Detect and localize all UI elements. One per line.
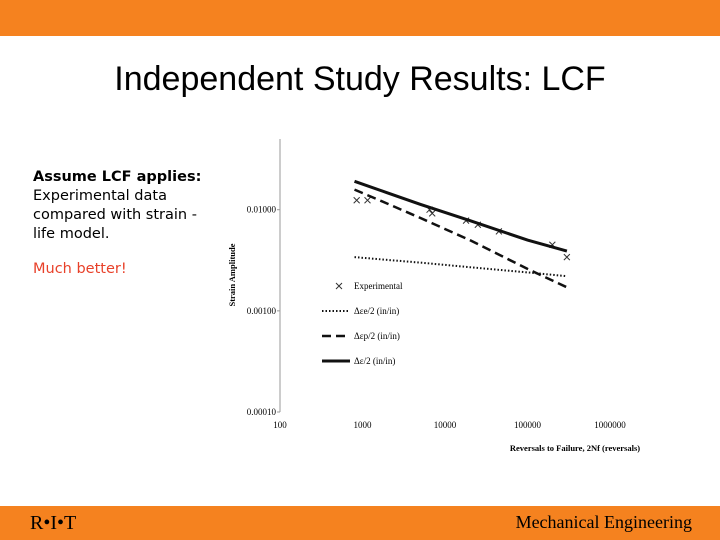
y-tick-label: 0.00100: [247, 306, 277, 316]
x-tick-label: 100000: [514, 420, 542, 430]
legend-swatch-marker: [335, 282, 343, 290]
footer-department: Mechanical Engineering: [515, 512, 692, 532]
footer-logo-text: R•I•T: [30, 512, 77, 534]
y-tick-label: 0.01000: [247, 205, 277, 215]
text-body: Experimental data compared with strain -…: [33, 188, 197, 242]
legend-label: Δεe/2 (in/in): [354, 306, 399, 316]
y-tick-label: 0.00010: [247, 407, 277, 417]
chart-series: [353, 179, 571, 289]
chart-legend: Experimental Δεe/2 (in/in) Δεp/2 (in/in) Δε…: [322, 281, 403, 366]
text-lead: Assume LCF applies:: [33, 169, 202, 185]
bottom-accent-bar: [0, 506, 720, 540]
legend-label: Δεp/2 (in/in): [354, 331, 400, 341]
series-line-solid: [354, 179, 568, 253]
x-tick-label: 100: [273, 420, 287, 430]
data-point-marker: [353, 196, 361, 204]
legend-label: Δε/2 (in/in): [354, 356, 395, 366]
data-point-marker: [563, 253, 571, 261]
text-emphasis: Much better!: [33, 261, 127, 277]
data-point-marker: [364, 196, 371, 204]
x-tick-label: 1000: [354, 420, 373, 430]
chart-axes: 100 1000 10000 100000 1000000 0.00010 0.00100 0…: [227, 139, 640, 453]
x-tick-label: 10000: [434, 420, 457, 430]
legend-label: Experimental: [354, 281, 403, 291]
slide-title: Independent Study Results: LCF: [114, 60, 606, 98]
series-line-dashed: [354, 188, 568, 289]
x-axis-label: Reversals to Failure, 2Nf (reversals): [510, 443, 640, 453]
slide-text: Assume LCF applies: Experimental data co…: [33, 168, 203, 279]
x-tick-label: 1000000: [594, 420, 626, 430]
y-axis-label: Strain Amplitude: [227, 243, 237, 306]
top-accent-bar: [0, 0, 720, 36]
data-point-marker: [428, 210, 436, 217]
